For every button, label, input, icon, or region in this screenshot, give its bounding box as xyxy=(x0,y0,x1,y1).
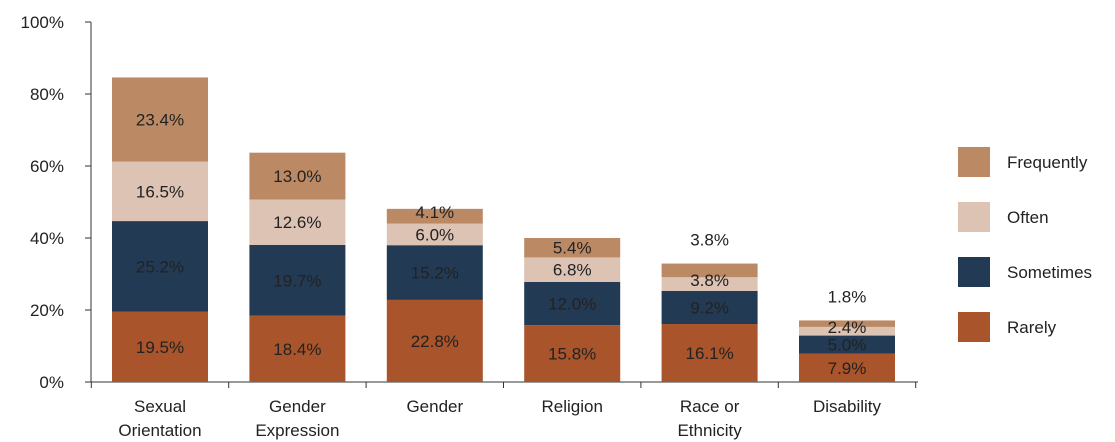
bars xyxy=(112,77,895,382)
legend-label: Frequently xyxy=(1007,153,1088,172)
data-label: 9.2% xyxy=(690,298,729,317)
bar-segment xyxy=(799,335,895,354)
x-category-label: Religion xyxy=(541,397,602,416)
data-label: 25.2% xyxy=(136,257,184,276)
bar-segment xyxy=(661,324,758,382)
data-label: 2.4% xyxy=(828,318,867,337)
data-label: 22.8% xyxy=(411,332,459,351)
y-tick-label: 60% xyxy=(30,157,64,176)
y-tick-label: 100% xyxy=(21,13,64,32)
legend-label: Sometimes xyxy=(1007,263,1092,282)
axes: 0% 20% 40% 60% 80% 100% Sexual Orientation Gende… xyxy=(21,13,918,440)
data-label: 6.8% xyxy=(553,261,592,280)
bar-segment xyxy=(386,208,483,224)
bar-segment xyxy=(524,257,621,282)
y-tick-label: 0% xyxy=(39,373,64,392)
legend-label: Often xyxy=(1007,208,1049,227)
x-category-label: Expression xyxy=(255,421,339,440)
x-category-label: Gender xyxy=(406,397,463,416)
bar-segment xyxy=(112,77,208,162)
data-label: 23.4% xyxy=(136,111,184,130)
bar-segment xyxy=(112,161,208,222)
bar-segment xyxy=(249,315,346,382)
data-label: 3.8% xyxy=(690,271,729,290)
data-label: 15.8% xyxy=(548,345,596,364)
data-label: 16.5% xyxy=(136,182,184,201)
bar-segment xyxy=(661,277,758,291)
data-label: 18.4% xyxy=(273,340,321,359)
data-label: 16.1% xyxy=(685,344,733,363)
bar-segment xyxy=(799,320,895,327)
y-tick-label: 20% xyxy=(30,301,64,320)
data-label: 15.2% xyxy=(411,264,459,283)
bar-segment xyxy=(661,263,758,278)
data-label: 12.6% xyxy=(273,213,321,232)
bar-segment xyxy=(112,311,208,382)
legend: Frequently Often Sometimes Rarely xyxy=(958,147,1092,342)
bar-segment xyxy=(112,221,208,312)
y-tick-label: 80% xyxy=(30,85,64,104)
bar-segment xyxy=(524,281,621,326)
x-category-label: Orientation xyxy=(118,421,201,440)
legend-swatch xyxy=(958,257,990,287)
data-label: 4.1% xyxy=(415,203,454,222)
bar-segment xyxy=(799,326,895,336)
x-category-label: Sexual xyxy=(134,397,186,416)
data-label: 19.5% xyxy=(136,338,184,357)
data-label: 19.7% xyxy=(273,271,321,290)
data-label: 3.8% xyxy=(690,231,729,250)
bar-segment xyxy=(249,152,346,200)
bar-segment xyxy=(249,244,346,316)
bar-segment xyxy=(249,199,346,245)
x-category-label: Race or xyxy=(680,397,740,416)
x-category-label: Ethnicity xyxy=(677,421,742,440)
bar-segment xyxy=(661,290,758,325)
data-label: 13.0% xyxy=(273,167,321,186)
data-label: 6.0% xyxy=(415,225,454,244)
bar-segment xyxy=(386,299,483,382)
data-labels: 19.5% 25.2% 16.5% 23.4% 18.4% 19.7% 12.6% 13.0%… xyxy=(136,111,866,378)
legend-swatch xyxy=(958,202,990,232)
data-label: 12.0% xyxy=(548,295,596,314)
data-label: 5.0% xyxy=(828,336,867,355)
x-category-label: Disability xyxy=(813,397,882,416)
bar-segment xyxy=(386,223,483,246)
y-tick-label: 40% xyxy=(30,229,64,248)
legend-swatch xyxy=(958,312,990,342)
data-label: 5.4% xyxy=(553,239,592,258)
data-label: 1.8% xyxy=(828,287,867,306)
legend-label: Rarely xyxy=(1007,318,1057,337)
data-label: 7.9% xyxy=(828,359,867,378)
bar-segment xyxy=(799,353,895,382)
x-category-label: Gender xyxy=(269,397,326,416)
legend-swatch xyxy=(958,147,990,177)
bar-segment xyxy=(524,238,621,258)
bar-segment xyxy=(524,325,621,382)
bar-segment xyxy=(386,245,483,300)
